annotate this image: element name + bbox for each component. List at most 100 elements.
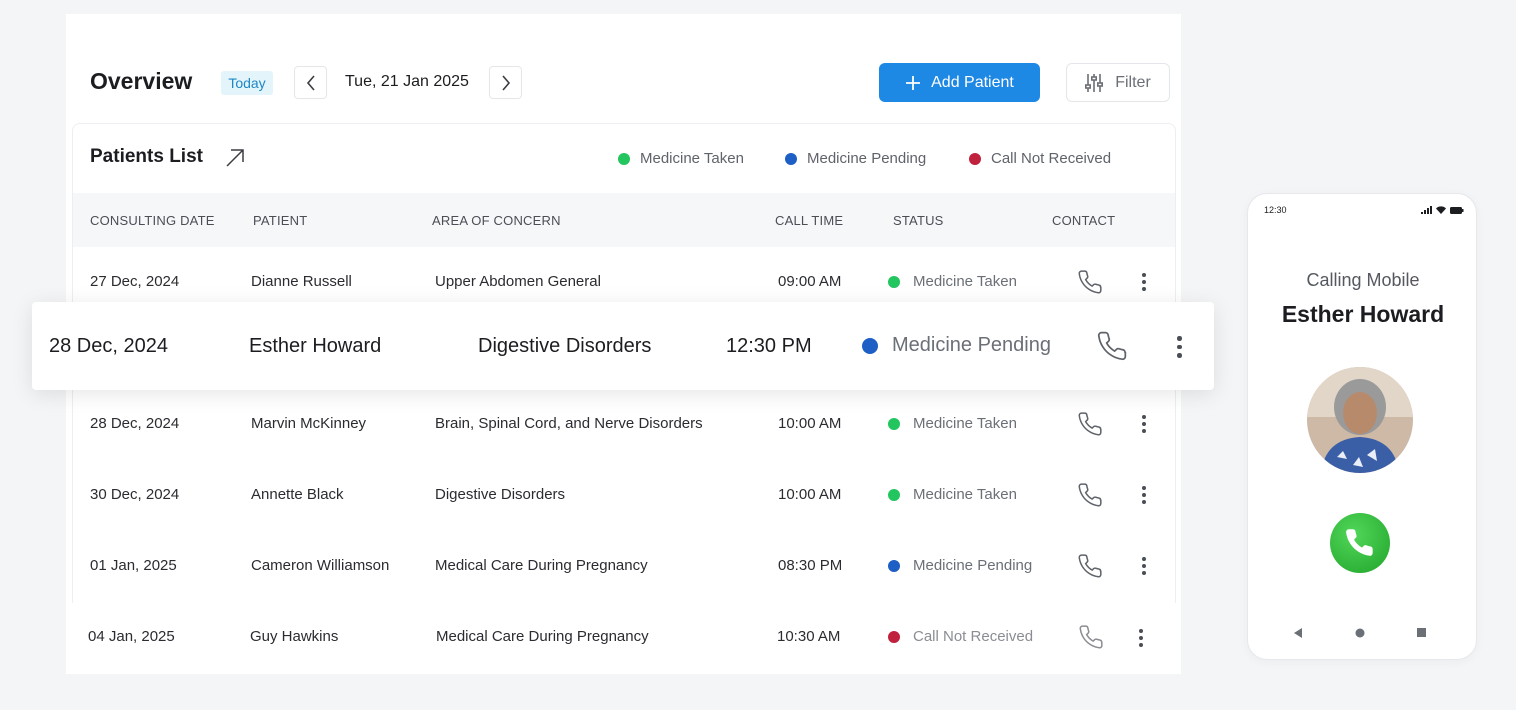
consulting-date: 30 Dec, 2024 — [90, 486, 180, 503]
column-header-patient[interactable]: PATIENT — [253, 213, 308, 228]
phone-icon[interactable] — [1077, 411, 1103, 437]
status-badge: Medicine Taken — [888, 273, 1017, 290]
page-title: Overview — [90, 68, 193, 94]
table-header: CONSULTING DATE PATIENT AREA OF CONCERN … — [73, 193, 1175, 247]
more-options-icon[interactable] — [1142, 273, 1146, 291]
caller-name: Esther Howard — [1281, 301, 1445, 327]
phone-icon[interactable] — [1077, 553, 1103, 579]
home-icon[interactable] — [1355, 628, 1365, 638]
legend-label: Medicine Taken — [640, 150, 744, 167]
table-row[interactable]: 30 Dec, 2024 Annette Black Digestive Dis… — [73, 460, 1175, 531]
table-row[interactable]: 28 Dec, 2024 Marvin McKinney Brain, Spin… — [73, 389, 1175, 460]
filter-label: Filter — [1115, 73, 1151, 91]
legend-label: Call Not Received — [991, 150, 1112, 167]
column-header-contact: CONTACT — [1052, 213, 1116, 228]
status-label: Medicine Taken — [913, 415, 1017, 432]
status-badge: Call Not Received — [888, 628, 1033, 645]
more-options-icon[interactable] — [1142, 486, 1146, 504]
wifi-icon — [1436, 206, 1446, 214]
phone-icon[interactable] — [1077, 269, 1103, 295]
call-time: 10:30 AM — [777, 628, 841, 645]
table-row[interactable]: 04 Jan, 2025 Guy Hawkins Medical Care Du… — [68, 603, 1178, 673]
filter-button[interactable]: Filter — [1066, 63, 1170, 102]
area-of-concern: Upper Abdomen General — [435, 273, 601, 290]
consulting-date: 28 Dec, 2024 — [49, 335, 168, 357]
answer-call-button[interactable] — [1330, 513, 1390, 573]
legend-dot — [618, 152, 630, 165]
status-dot — [888, 630, 900, 643]
battery-icon — [1450, 206, 1464, 214]
column-header-call-time[interactable]: CALL TIME — [775, 213, 844, 228]
status-label: Medicine Pending — [892, 334, 1051, 356]
status-dot — [888, 559, 900, 572]
status-label: Medicine Taken — [913, 486, 1017, 503]
more-options-icon[interactable] — [1177, 336, 1182, 358]
patient-name: Esther Howard — [249, 335, 382, 357]
table-row[interactable]: 27 Dec, 2024 Dianne Russell Upper Abdome… — [73, 247, 1175, 318]
column-header-consulting-date[interactable]: CONSULTING DATE — [90, 213, 215, 228]
phone-icon — [1346, 529, 1373, 556]
consulting-date: 01 Jan, 2025 — [90, 557, 177, 574]
column-header-area-of-concern[interactable]: AREA OF CONCERN — [432, 213, 561, 228]
call-time: 10:00 AM — [778, 415, 842, 432]
status-dot — [862, 337, 878, 354]
status-badge: Medicine Pending — [862, 334, 1051, 357]
call-time: 10:00 AM — [778, 486, 842, 503]
status-badge: Medicine Pending — [888, 557, 1032, 574]
phone-clock: 12:30 — [1264, 205, 1287, 215]
call-time: 08:30 PM — [778, 557, 843, 574]
more-options-icon[interactable] — [1142, 557, 1146, 575]
legend-dot — [969, 152, 981, 165]
sliders-icon — [1085, 73, 1104, 92]
call-time: 12:30 PM — [726, 335, 812, 357]
table-row[interactable]: 01 Jan, 2025 Cameron Williamson Medical … — [73, 531, 1175, 602]
consulting-date: 27 Dec, 2024 — [90, 273, 180, 290]
more-options-icon[interactable] — [1139, 629, 1143, 647]
call-time: 09:00 AM — [778, 273, 842, 290]
status-dot — [888, 417, 900, 430]
chevron-left-icon — [306, 74, 315, 91]
legend-medicine-pending: Medicine Pending — [785, 150, 926, 167]
area-of-concern: Medical Care During Pregnancy — [435, 557, 648, 574]
patient-name: Cameron Williamson — [251, 557, 390, 574]
next-date-button[interactable] — [489, 66, 522, 99]
patients-list-panel: Patients List Medicine Taken Medicine Pe… — [72, 123, 1176, 643]
add-patient-button[interactable]: Add Patient — [879, 63, 1040, 102]
current-date: Tue, 21 Jan 2025 — [345, 73, 469, 90]
back-icon[interactable] — [1294, 628, 1303, 638]
recents-icon[interactable] — [1417, 628, 1426, 637]
table-row-highlighted[interactable]: 28 Dec, 2024 Esther Howard Digestive Dis… — [32, 302, 1214, 390]
legend-label: Medicine Pending — [807, 150, 927, 167]
area-of-concern: Brain, Spinal Cord, and Nerve Disorders — [435, 415, 703, 432]
area-of-concern: Digestive Disorders — [478, 335, 652, 357]
area-of-concern: Digestive Disorders — [435, 486, 566, 503]
overview-header: Overview Today Tue, 21 Jan 2025 Add Pati… — [66, 63, 1181, 104]
phone-call-screen: 12:30 Calling Mobile Esther Howard — [1247, 193, 1477, 660]
status-dot — [888, 488, 900, 501]
phone-icon[interactable] — [1078, 624, 1104, 650]
calling-label: Calling Mobile — [1306, 270, 1420, 290]
patient-name: Guy Hawkins — [250, 628, 339, 645]
previous-date-button[interactable] — [294, 66, 327, 99]
add-patient-label: Add Patient — [931, 73, 1014, 91]
patient-name: Marvin McKinney — [251, 415, 367, 432]
arrow-up-right-icon[interactable] — [225, 148, 245, 168]
consulting-date: 04 Jan, 2025 — [88, 628, 175, 645]
status-label: Medicine Pending — [913, 557, 1033, 574]
column-header-status[interactable]: STATUS — [893, 213, 944, 228]
legend-medicine-taken: Medicine Taken — [618, 150, 744, 167]
status-label: Medicine Taken — [913, 273, 1017, 290]
consulting-date: 28 Dec, 2024 — [90, 415, 180, 432]
patient-name: Annette Black — [251, 486, 344, 503]
more-options-icon[interactable] — [1142, 415, 1146, 433]
phone-icon[interactable] — [1096, 330, 1128, 362]
legend-dot — [785, 152, 797, 165]
today-button[interactable]: Today — [221, 71, 273, 95]
area-of-concern: Medical Care During Pregnancy — [436, 628, 649, 645]
phone-status-icons — [1421, 206, 1464, 214]
patient-name: Dianne Russell — [251, 273, 352, 290]
status-badge: Medicine Taken — [888, 486, 1017, 503]
avatar — [1307, 367, 1413, 473]
phone-icon[interactable] — [1077, 482, 1103, 508]
signal-icon — [1421, 206, 1432, 214]
